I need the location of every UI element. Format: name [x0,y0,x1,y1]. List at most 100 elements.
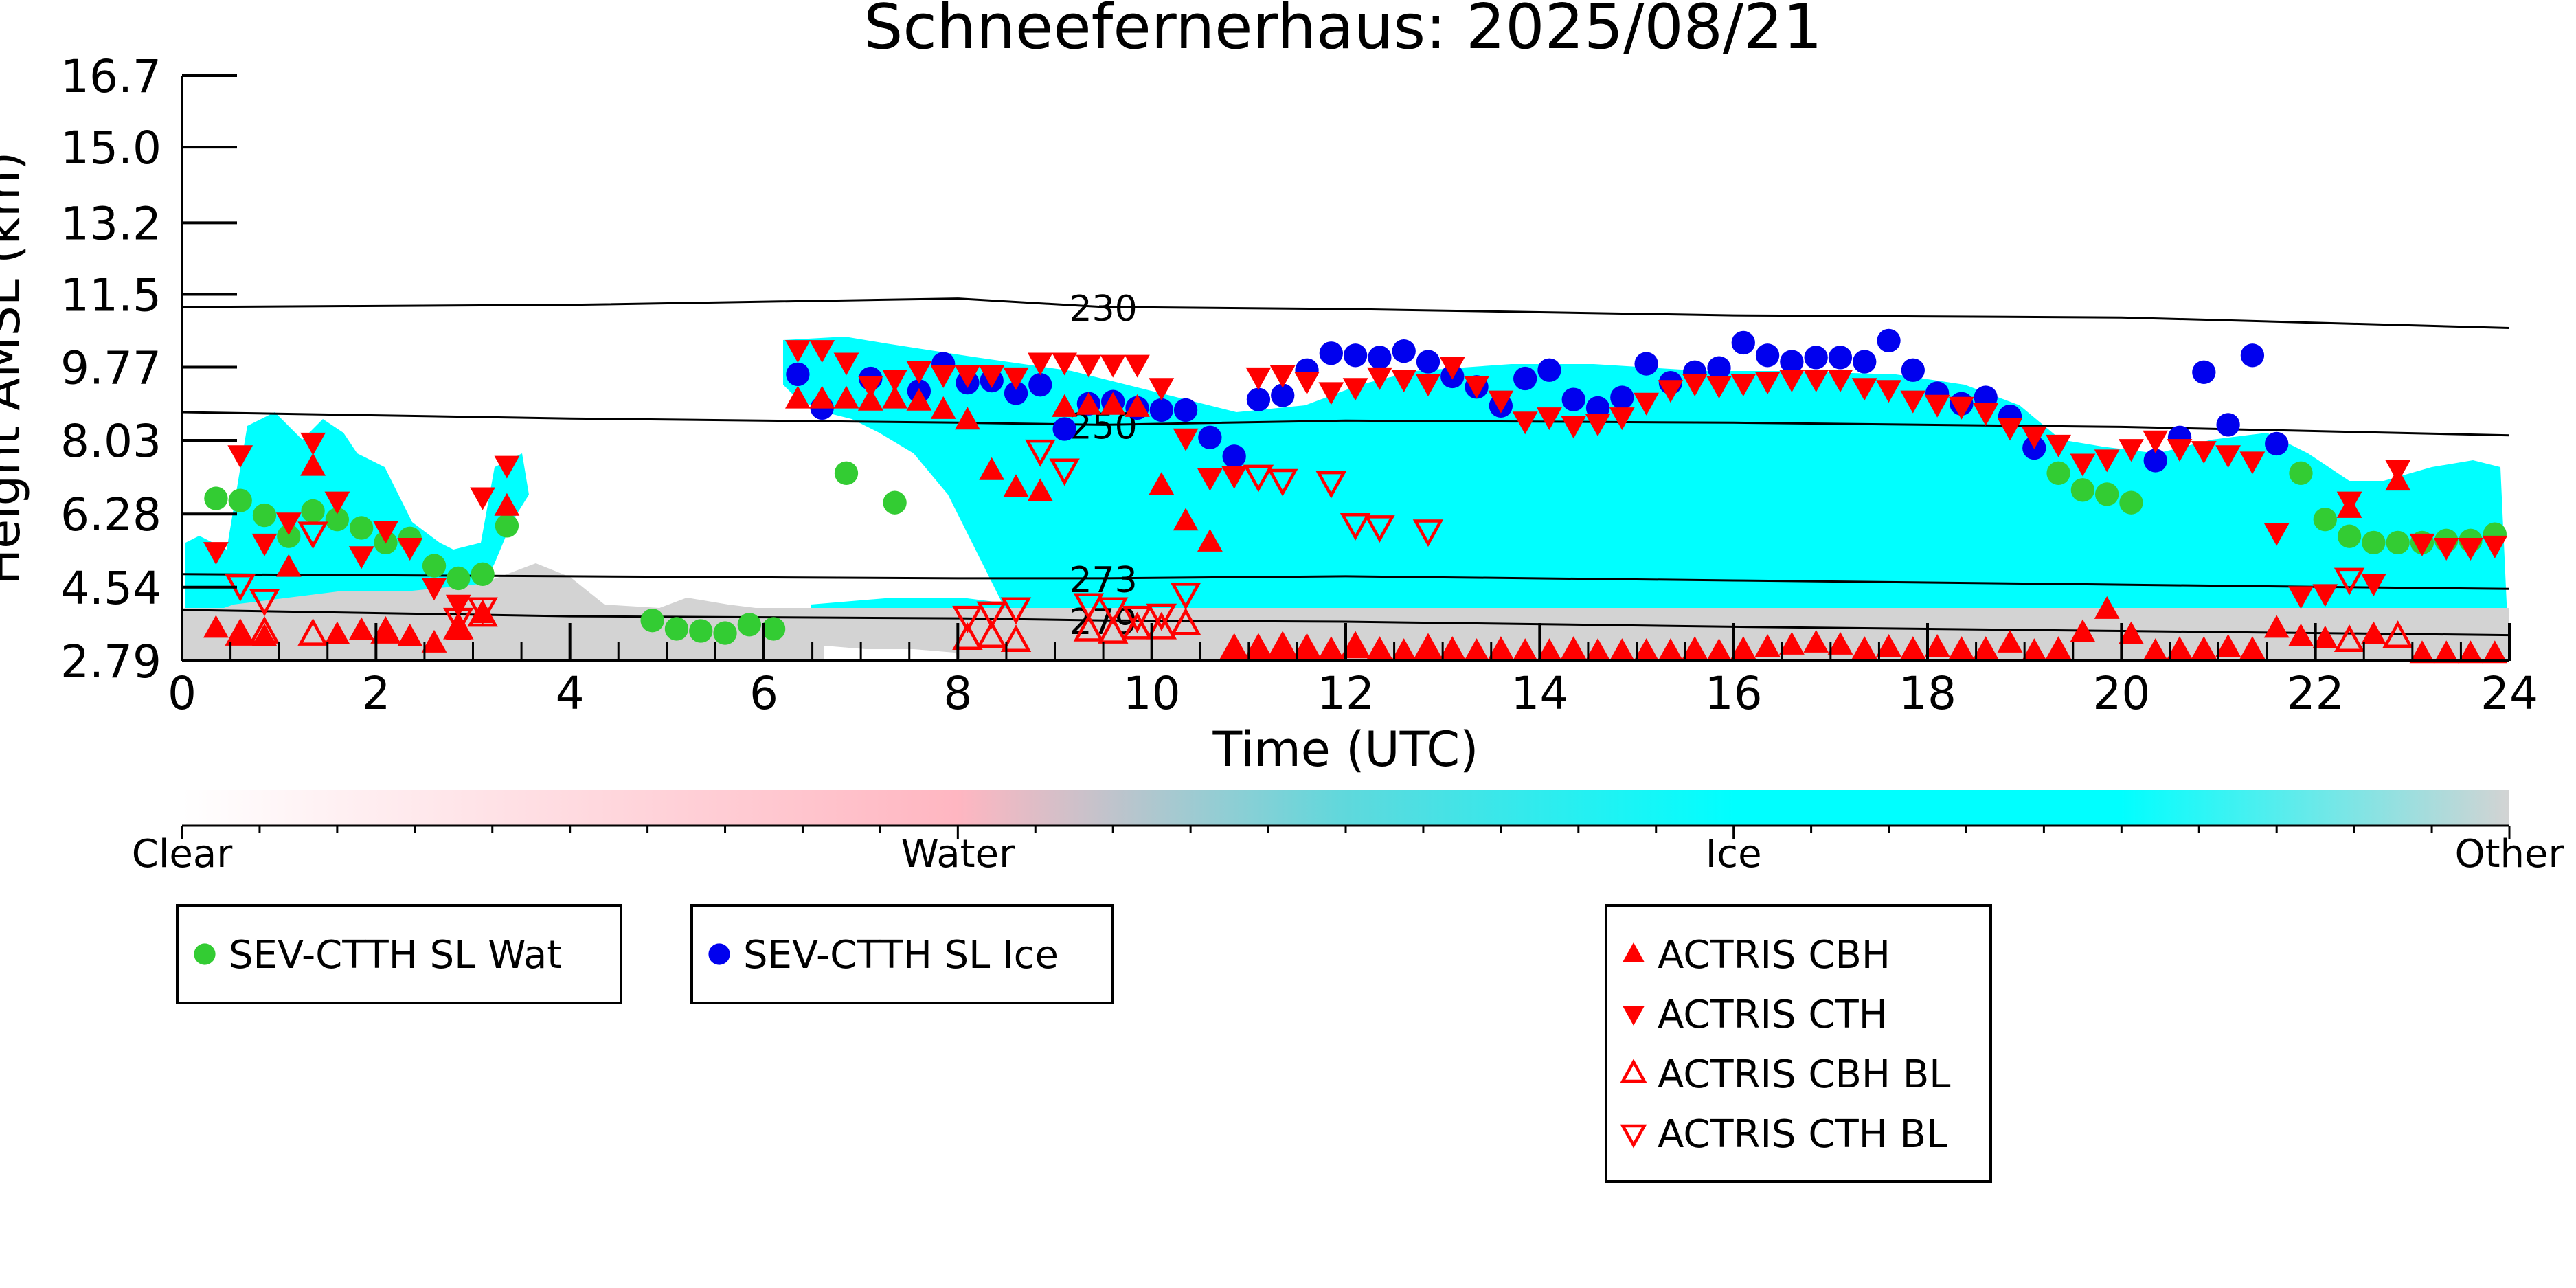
data-point [251,533,278,556]
x-tick-label: 0 [168,667,196,720]
data-point [1707,356,1731,380]
data-point [275,554,302,577]
data-point [1731,330,1755,355]
data-point [1122,605,1153,633]
x-tick-label: 12 [1317,667,1375,720]
data-point [1173,508,1199,531]
data-point [1073,593,1105,621]
data-point [249,589,280,617]
data-point [1997,629,2023,653]
data-point [785,340,811,363]
data-point [834,461,859,485]
series-actris-cth-bl [225,439,2365,635]
data-point [2482,535,2508,558]
data-point [1415,636,1441,659]
series-sev-ctth-sl-ice [786,328,2289,473]
data-point [640,609,664,633]
data-point [203,615,229,638]
data-point [857,376,883,399]
data-point [2215,634,2241,657]
data-point [297,618,328,646]
data-point [2143,449,2167,473]
data-point [1464,376,1489,399]
data-point [2143,638,2169,662]
data-point [833,352,859,376]
data-point [2239,451,2266,475]
data-point [1097,597,1129,625]
data-point [2070,619,2096,642]
data-point [325,508,350,532]
data-point [1513,366,1537,391]
data-point [1000,624,1032,653]
data-point [1028,373,1052,397]
data-point [1146,603,1177,631]
data-point [1706,638,1732,662]
data-point [370,615,401,644]
data-point [882,385,907,409]
data-point [1754,634,1781,657]
data-point [1779,631,1805,655]
data-point [1294,634,1320,657]
data-point [1512,638,1538,662]
data-point [421,578,447,601]
x-tick-label: 4 [556,667,585,720]
colorbar-labels: Clear Water Ice Other [132,832,2565,877]
data-point [1391,638,1417,662]
data-point [1219,633,1250,661]
data-point [203,542,229,565]
data-point [809,385,835,409]
data-point [1415,374,1441,397]
data-point [1125,394,1150,417]
data-point [2046,461,2070,485]
data-point [1319,341,1343,365]
data-point [1100,392,1126,415]
data-point [1609,407,1635,431]
x-tick-label: 18 [1899,667,1956,720]
x-tick-label: 10 [1123,667,1181,720]
isotherm-279 [182,609,2509,637]
data-point [373,521,398,544]
data-point [689,619,713,643]
colorbar-label: Ice [1706,832,1762,877]
data-point [1315,471,1347,499]
data-point [1318,382,1344,405]
data-point [1779,370,1805,392]
data-point [1851,378,1877,401]
data-point [1876,634,1901,657]
colorbar-label: Water [901,832,1016,877]
data-point [1877,328,1901,353]
data-point [2386,530,2410,555]
data-point [1585,638,1611,662]
data-point [2167,439,2193,462]
data-point [1537,638,1562,662]
data-point [2361,621,2386,644]
data-point [1803,370,1829,392]
data-point [1368,346,1392,370]
data-point [1512,411,1538,435]
data-point [1149,378,1175,401]
data-point [275,512,302,536]
data-point [1149,472,1175,495]
data-point [1416,350,1440,374]
data-point [227,621,253,644]
data-point [2313,508,2337,532]
data-point [421,629,447,653]
data-point [1634,638,1659,662]
legend-symbol [1623,1006,1645,1026]
series-sev-ctth-sl-wat [204,461,2507,645]
data-point [1488,636,1514,659]
data-point [2337,524,2362,548]
data-point [1097,615,1129,644]
legends: SEV-CTTH SL Wat SEV-CTTH SL Ice ACTRIS CBH… [176,904,1992,1183]
y-tick-label: 2.79 [60,635,161,688]
data-point [761,617,786,641]
data-point [467,599,498,627]
data-point [2046,636,2071,659]
data-point [1561,416,1587,439]
data-point [2167,636,2193,659]
data-point [2119,490,2143,515]
data-point [1391,370,1417,392]
data-point [2119,621,2144,644]
isotherm-label: 230 [1069,289,1137,330]
legend-box: SEV-CTTH SL Wat [176,904,622,1004]
